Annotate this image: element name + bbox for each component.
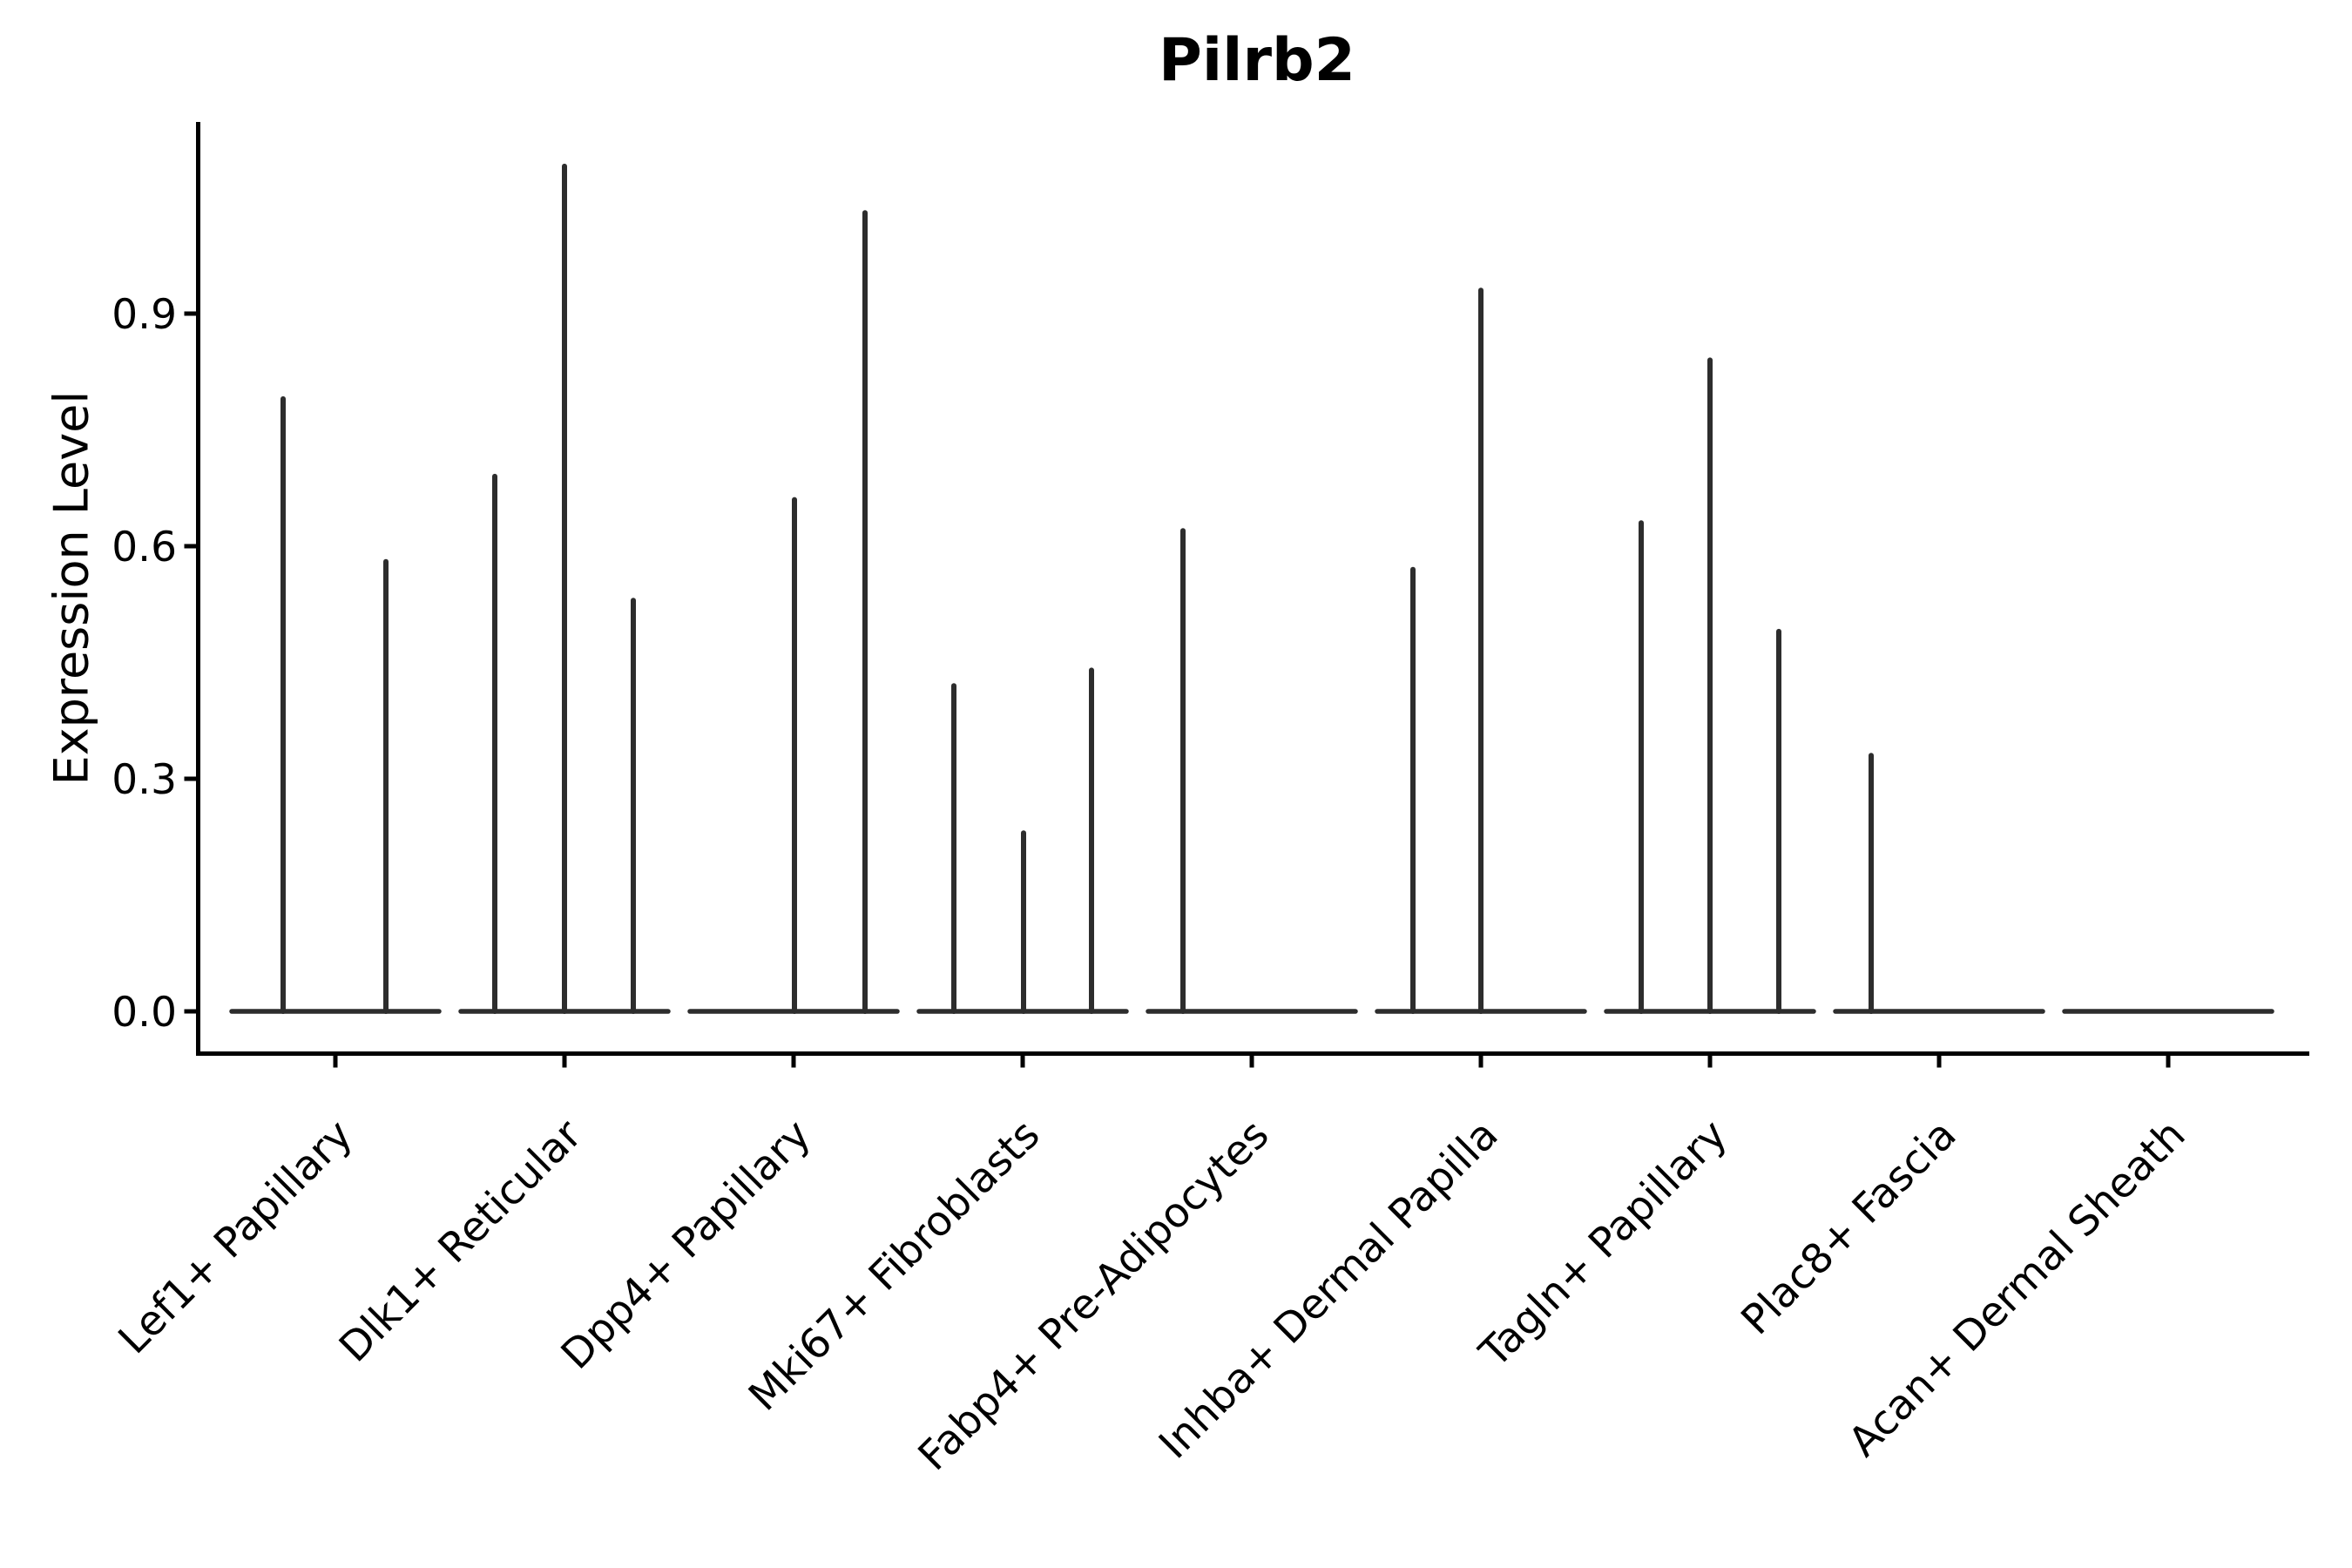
y-tick-label: 0.9	[112, 291, 177, 339]
x-tick-label: Dlk1+ Reticular	[330, 1111, 591, 1372]
x-tick-label: Tagln+ Papillary	[1470, 1111, 1737, 1377]
y-tick-label: 0.0	[112, 989, 177, 1037]
chart-title: Pilrb2	[1159, 26, 1355, 95]
x-tick-label: Lef1+ Papillary	[110, 1111, 362, 1363]
x-tick-label: Plac8+ Fascia	[1733, 1111, 1966, 1344]
y-tick-label: 0.6	[112, 524, 177, 571]
y-tick-label: 0.3	[112, 756, 177, 804]
x-tick-label: Dpp4+ Papillary	[552, 1111, 821, 1379]
